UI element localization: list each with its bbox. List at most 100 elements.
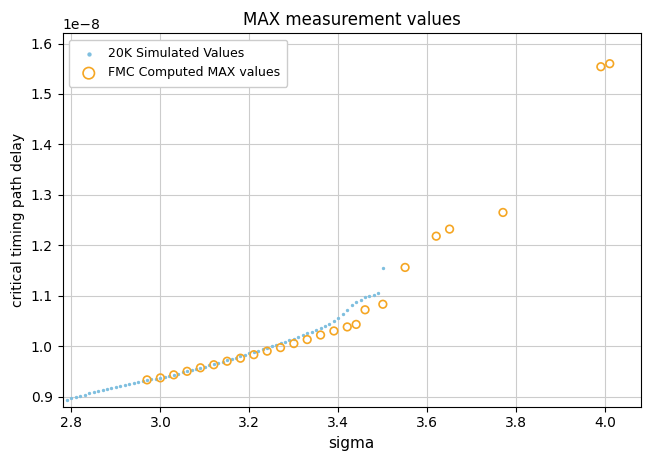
- FMC Computed MAX values: [596, 63, 606, 70]
- 20K Simulated Values: [102, 386, 112, 393]
- 20K Simulated Values: [342, 306, 353, 314]
- 20K Simulated Values: [218, 358, 228, 365]
- 20K Simulated Values: [173, 370, 183, 377]
- 20K Simulated Values: [142, 377, 153, 384]
- 20K Simulated Values: [316, 325, 326, 332]
- 20K Simulated Values: [311, 326, 321, 334]
- FMC Computed MAX values: [497, 209, 508, 216]
- 20K Simulated Values: [111, 384, 121, 391]
- 20K Simulated Values: [164, 372, 175, 380]
- 20K Simulated Values: [360, 293, 370, 300]
- 20K Simulated Values: [271, 341, 281, 348]
- Title: MAX measurement values: MAX measurement values: [243, 11, 461, 29]
- Legend: 20K Simulated Values, FMC Computed MAX values: 20K Simulated Values, FMC Computed MAX v…: [68, 40, 287, 87]
- FMC Computed MAX values: [342, 323, 353, 331]
- 20K Simulated Values: [244, 349, 254, 357]
- 20K Simulated Values: [258, 346, 268, 353]
- 20K Simulated Values: [275, 340, 286, 347]
- 20K Simulated Values: [138, 378, 148, 385]
- 20K Simulated Values: [97, 387, 108, 394]
- 20K Simulated Values: [240, 351, 250, 359]
- 20K Simulated Values: [329, 317, 339, 325]
- FMC Computed MAX values: [400, 264, 410, 271]
- 20K Simulated Values: [80, 391, 90, 398]
- 20K Simulated Values: [177, 369, 188, 376]
- FMC Computed MAX values: [275, 344, 286, 351]
- 20K Simulated Values: [209, 360, 219, 368]
- 20K Simulated Values: [93, 388, 103, 395]
- X-axis label: sigma: sigma: [329, 436, 375, 451]
- 20K Simulated Values: [195, 364, 205, 371]
- 20K Simulated Values: [338, 310, 348, 318]
- 20K Simulated Values: [351, 298, 361, 305]
- 20K Simulated Values: [226, 355, 237, 362]
- FMC Computed MAX values: [378, 301, 388, 308]
- 20K Simulated Values: [297, 331, 308, 339]
- FMC Computed MAX values: [351, 321, 361, 328]
- 20K Simulated Values: [306, 328, 317, 336]
- 20K Simulated Values: [128, 380, 139, 387]
- 20K Simulated Values: [62, 396, 72, 403]
- 20K Simulated Values: [235, 353, 246, 360]
- FMC Computed MAX values: [445, 225, 455, 233]
- 20K Simulated Values: [151, 375, 161, 383]
- 20K Simulated Values: [191, 365, 201, 372]
- 20K Simulated Values: [302, 330, 312, 337]
- FMC Computed MAX values: [360, 306, 370, 314]
- FMC Computed MAX values: [209, 361, 219, 369]
- 20K Simulated Values: [124, 381, 134, 388]
- FMC Computed MAX values: [168, 371, 179, 378]
- 20K Simulated Values: [222, 357, 232, 364]
- 20K Simulated Values: [133, 379, 143, 386]
- 20K Simulated Values: [364, 292, 375, 299]
- 20K Simulated Values: [213, 359, 224, 366]
- 20K Simulated Values: [373, 290, 383, 297]
- 20K Simulated Values: [355, 296, 366, 304]
- 20K Simulated Values: [75, 392, 85, 399]
- 20K Simulated Values: [319, 322, 330, 329]
- 20K Simulated Values: [253, 347, 263, 354]
- 20K Simulated Values: [289, 335, 299, 342]
- FMC Computed MAX values: [142, 376, 153, 383]
- FMC Computed MAX values: [262, 347, 273, 355]
- 20K Simulated Values: [378, 264, 388, 272]
- 20K Simulated Values: [324, 320, 334, 328]
- 20K Simulated Values: [248, 348, 259, 356]
- 20K Simulated Values: [84, 390, 95, 397]
- 20K Simulated Values: [369, 291, 379, 298]
- 20K Simulated Values: [262, 344, 273, 351]
- FMC Computed MAX values: [329, 327, 339, 334]
- FMC Computed MAX values: [316, 331, 326, 339]
- FMC Computed MAX values: [195, 364, 205, 371]
- FMC Computed MAX values: [431, 232, 441, 240]
- 20K Simulated Values: [204, 362, 215, 369]
- 20K Simulated Values: [346, 301, 357, 309]
- FMC Computed MAX values: [235, 354, 246, 362]
- 20K Simulated Values: [333, 315, 344, 322]
- FMC Computed MAX values: [604, 60, 615, 67]
- 20K Simulated Values: [106, 385, 117, 392]
- 20K Simulated Values: [182, 368, 192, 375]
- 20K Simulated Values: [160, 373, 170, 381]
- FMC Computed MAX values: [289, 340, 299, 347]
- 20K Simulated Values: [115, 383, 126, 390]
- 20K Simulated Values: [284, 336, 295, 344]
- FMC Computed MAX values: [302, 336, 312, 343]
- FMC Computed MAX values: [155, 374, 166, 382]
- 20K Simulated Values: [186, 367, 197, 374]
- Y-axis label: critical timing path delay: critical timing path delay: [11, 133, 25, 307]
- 20K Simulated Values: [146, 376, 156, 383]
- 20K Simulated Values: [200, 363, 210, 371]
- 20K Simulated Values: [119, 382, 130, 389]
- 20K Simulated Values: [67, 395, 77, 402]
- FMC Computed MAX values: [182, 368, 192, 375]
- 20K Simulated Values: [293, 333, 304, 340]
- 20K Simulated Values: [267, 342, 277, 350]
- 20K Simulated Values: [168, 371, 179, 378]
- 20K Simulated Values: [231, 354, 241, 361]
- 20K Simulated Values: [70, 393, 81, 400]
- 20K Simulated Values: [280, 338, 290, 345]
- 20K Simulated Values: [89, 389, 99, 396]
- FMC Computed MAX values: [222, 358, 232, 365]
- FMC Computed MAX values: [248, 351, 259, 359]
